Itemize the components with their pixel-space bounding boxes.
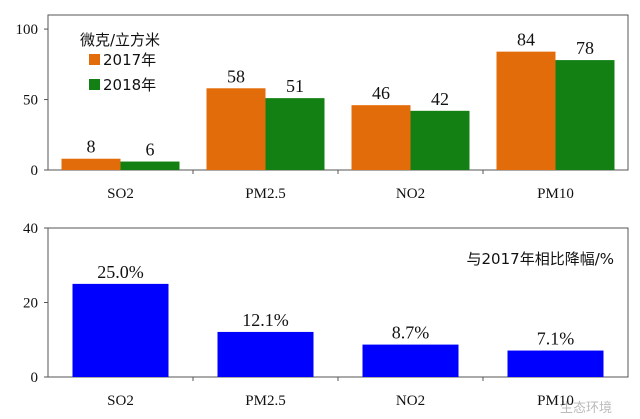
bar-pm10-2 <box>555 60 615 170</box>
bar-pm25-1 <box>217 331 314 377</box>
bar-so2-2 <box>120 161 180 170</box>
data-label: 8 <box>87 137 96 157</box>
bar-pm25-1 <box>206 88 266 170</box>
data-label: 51 <box>286 76 304 96</box>
legend-swatch-2 <box>89 79 100 90</box>
unit-label: 微克/立方米 <box>80 31 160 49</box>
bar-no2-2 <box>410 110 470 170</box>
data-label: 84 <box>517 30 535 50</box>
y-tick-label: 100 <box>16 22 39 38</box>
legend-label-2: 2018年 <box>103 76 156 94</box>
y-tick-label: 0 <box>31 370 39 386</box>
x-tick-label: PM2.5 <box>245 393 285 409</box>
bar-pm25-2 <box>265 98 325 170</box>
data-label: 8.7% <box>392 323 430 343</box>
legend-label-1: 2017年 <box>103 51 156 69</box>
data-label: 12.1% <box>242 310 289 330</box>
bar-so2-1 <box>72 283 169 377</box>
x-tick-label: SO2 <box>107 186 134 202</box>
bar-no2-1 <box>351 105 411 170</box>
data-label: 46 <box>372 83 390 103</box>
x-tick-label: PM10 <box>537 186 574 202</box>
data-label: 42 <box>431 89 449 109</box>
bar-pm10-1 <box>507 350 604 377</box>
x-tick-label: NO2 <box>396 393 425 409</box>
bar-no2-1 <box>362 344 459 377</box>
bar-so2-1 <box>61 158 121 170</box>
x-tick-label: PM10 <box>537 393 574 409</box>
watermark: 生态环境 <box>560 401 612 416</box>
data-label: 25.0% <box>97 262 144 282</box>
y-tick-label: 50 <box>23 93 38 109</box>
chart-panel-1: 0 50 100 SO2 8 6 PM2.5 58 51 NO2 46 42 PM10 84 78 <box>16 14 629 202</box>
x-tick-label: PM2.5 <box>245 186 285 202</box>
chart-title: 与2017年相比降幅/% <box>467 250 614 268</box>
data-label: 6 <box>146 140 155 160</box>
chart-panel-2: 0 20 40 SO2 25.0% PM2.5 12.1% NO2 8.7% PM10 7.1% <box>23 221 629 409</box>
data-label: 78 <box>576 38 594 58</box>
y-tick-label: 20 <box>23 296 38 312</box>
bar-pm10-1 <box>496 51 556 170</box>
data-label: 7.1% <box>537 329 575 349</box>
y-tick-label: 0 <box>31 163 39 179</box>
x-tick-label: NO2 <box>396 186 425 202</box>
x-tick-label: SO2 <box>107 393 134 409</box>
y-tick-label: 40 <box>23 221 38 237</box>
legend-swatch-1 <box>89 54 100 65</box>
data-label: 58 <box>227 66 245 86</box>
